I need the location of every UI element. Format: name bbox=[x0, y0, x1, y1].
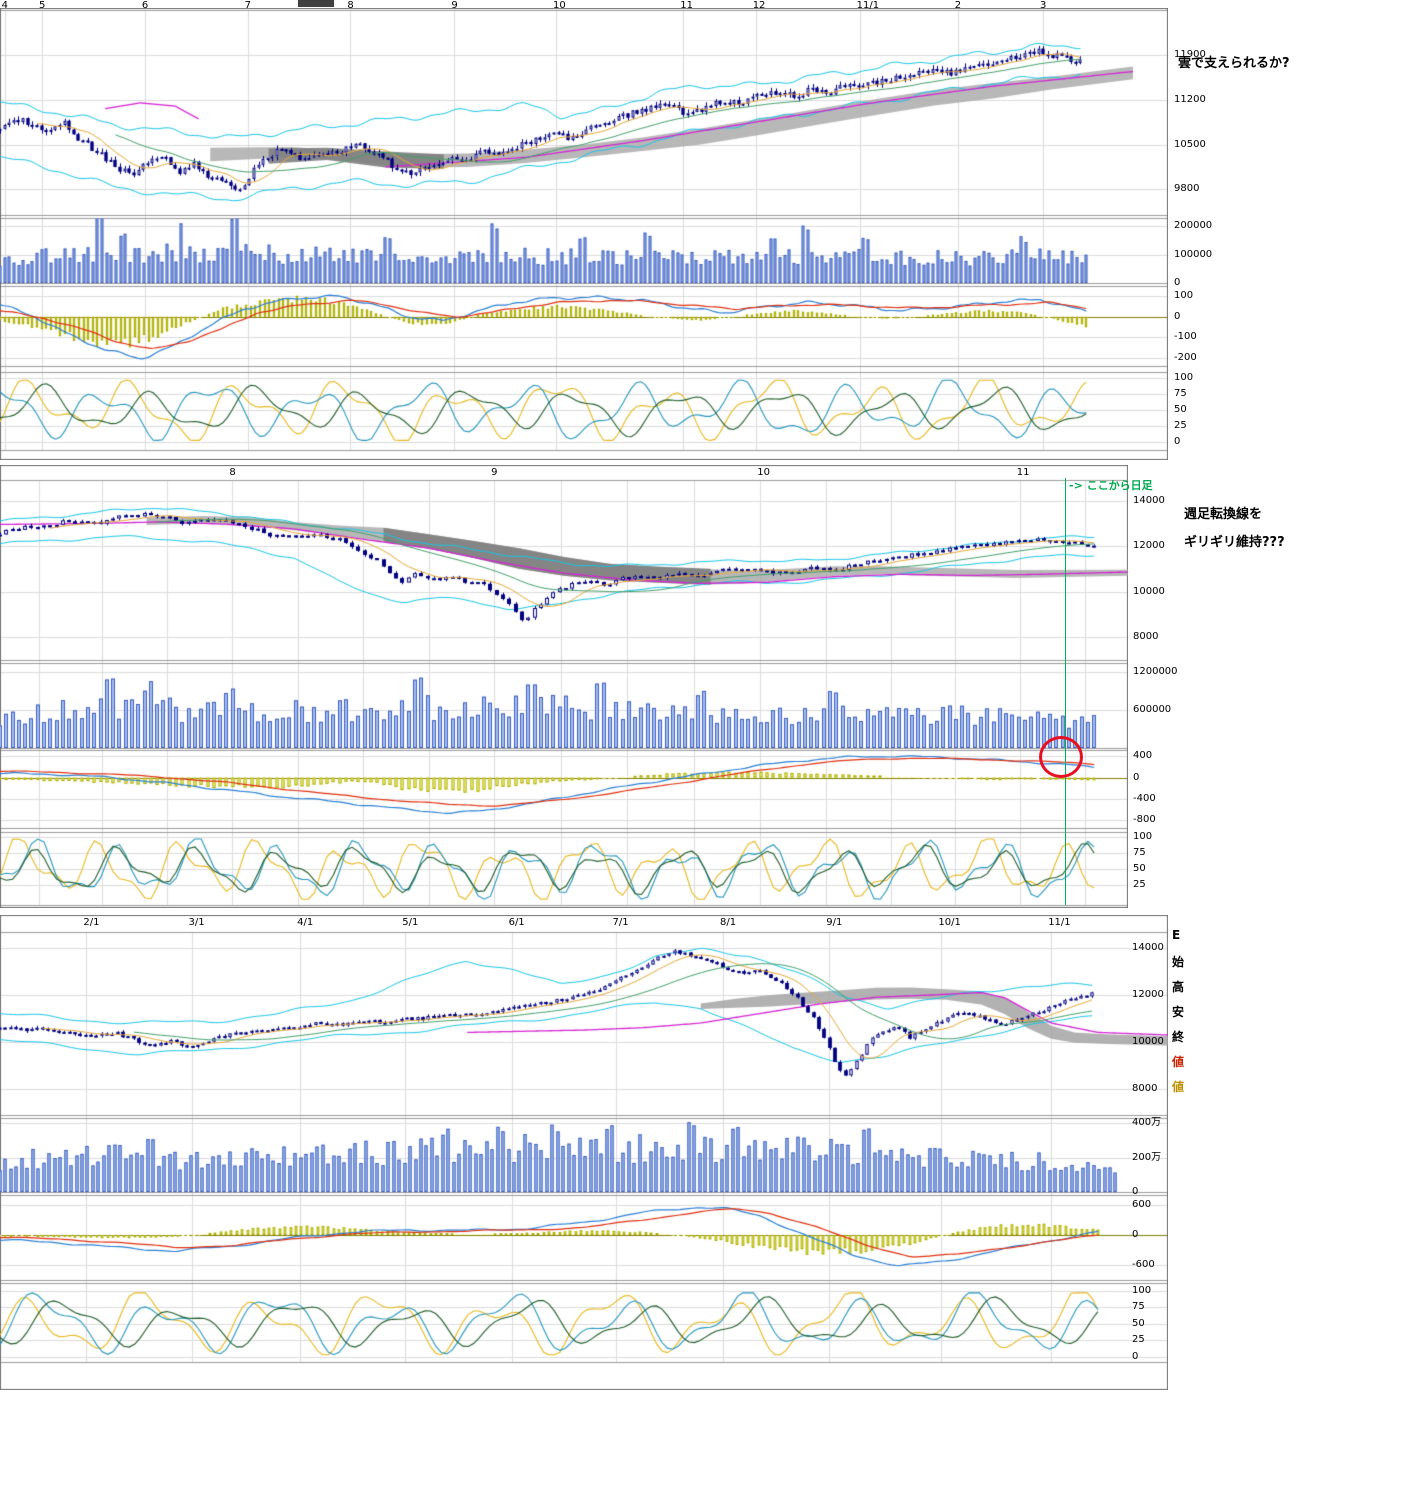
legend-fragment: 始 bbox=[1172, 955, 1185, 969]
x-axis-label: 9 bbox=[491, 467, 498, 478]
chart-canvas-middle-weekly[interactable] bbox=[0, 465, 1128, 908]
x-axis-label: 4 bbox=[1, 0, 9, 11]
y-axis-label-stoch: 25 bbox=[1133, 879, 1146, 891]
x-axis-label: 10/1 bbox=[938, 917, 961, 928]
x-axis-label: 2/1 bbox=[83, 917, 100, 928]
y-axis-label-stoch: 0 bbox=[1132, 1350, 1139, 1362]
x-axis-label: 4/1 bbox=[297, 917, 314, 928]
y-axis-label-price: 12000 bbox=[1133, 540, 1165, 552]
x-axis-label: 6 bbox=[141, 0, 149, 11]
y-axis-label-volume: 0 bbox=[1174, 277, 1181, 288]
y-axis-label-volume: 200万 bbox=[1132, 1151, 1162, 1163]
x-axis-label: 11/1 bbox=[1048, 917, 1071, 928]
window-artifact bbox=[298, 0, 334, 7]
y-axis-label-volume: 1200000 bbox=[1133, 666, 1178, 678]
y-axis-label-price: 12000 bbox=[1132, 989, 1164, 1001]
y-axis-label-macd: -600 bbox=[1132, 1259, 1155, 1270]
x-axis-label: 8/1 bbox=[719, 917, 737, 928]
y-axis-label-stoch: 100 bbox=[1133, 831, 1153, 843]
annotation-cloud-support: 雲で支えられるか? bbox=[1178, 56, 1290, 71]
x-axis-label: 8 bbox=[229, 467, 236, 478]
x-axis-label: 7/1 bbox=[612, 917, 629, 928]
x-axis-label: 11/1 bbox=[856, 0, 880, 11]
y-axis-label-price: 10000 bbox=[1132, 1036, 1164, 1048]
y-axis-label-price: 11200 bbox=[1174, 93, 1206, 105]
chart-block-bottom-daily: 2/1 3/1 4/1 5/1 6/1 7/1 8/1 9/1 10/1 11/1 14000 120… bbox=[0, 915, 1404, 1390]
y-axis-label-price: 11900 bbox=[1174, 48, 1206, 60]
legend-fragment: 値 bbox=[1172, 1055, 1185, 1069]
y-axis-label-stoch: 75 bbox=[1132, 1301, 1145, 1313]
x-axis-label: 11 bbox=[680, 0, 693, 11]
x-axis-label: 6/1 bbox=[508, 917, 525, 928]
x-axis-label: 7 bbox=[244, 0, 251, 11]
annotation-weekly-tenkan-line2: ギリギリ維持??? bbox=[1184, 535, 1285, 550]
x-axis-label: 9 bbox=[451, 0, 458, 11]
y-axis-label-macd: 0 bbox=[1133, 771, 1140, 783]
y-axis-label-volume: 100000 bbox=[1174, 248, 1213, 260]
y-axis-label-stoch: 50 bbox=[1174, 404, 1187, 416]
x-axis-label: 12 bbox=[752, 0, 766, 11]
annotation-weekly-tenkan-line1: 週足転換線を bbox=[1184, 507, 1263, 522]
y-axis-label-stoch: 75 bbox=[1174, 388, 1187, 400]
y-axis-label-macd: 600 bbox=[1132, 1199, 1152, 1210]
y-axis-label-volume: 400万 bbox=[1132, 1117, 1162, 1129]
legend-fragment: 安 bbox=[1172, 1005, 1185, 1019]
y-axis-label-stoch: 75 bbox=[1133, 847, 1146, 859]
y-axis-label-macd: -800 bbox=[1133, 814, 1156, 826]
y-axis-label-stoch: 50 bbox=[1132, 1317, 1145, 1329]
x-axis-label: 8 bbox=[347, 0, 354, 11]
legend-fragment: 高 bbox=[1172, 980, 1185, 994]
y-axis-label-stoch: 50 bbox=[1133, 863, 1146, 875]
x-axis-label: 10 bbox=[757, 467, 770, 478]
chart-block-middle-weekly: 8 9 10 11 14000 12000 10000 8000 1200000 600000 40… bbox=[0, 465, 1404, 908]
y-axis-label-macd: -200 bbox=[1174, 351, 1197, 363]
x-axis-label: 2 bbox=[954, 0, 962, 11]
y-axis-label-price: 14000 bbox=[1132, 942, 1164, 954]
y-axis-label-stoch: 100 bbox=[1174, 372, 1194, 384]
legend-fragment: E bbox=[1172, 928, 1181, 942]
y-axis-label-volume: 0 bbox=[1132, 1186, 1139, 1197]
legend-fragment: 終 bbox=[1172, 1030, 1185, 1044]
y-axis-label-volume: 200000 bbox=[1174, 220, 1213, 232]
y-axis-label-macd: 100 bbox=[1174, 290, 1194, 302]
y-axis-label-stoch: 0 bbox=[1174, 436, 1181, 448]
y-axis-label-macd: 0 bbox=[1174, 310, 1181, 322]
y-axis-label-stoch: 25 bbox=[1132, 1334, 1145, 1346]
x-axis-label: 3 bbox=[1040, 0, 1047, 11]
y-axis-label-price: 8000 bbox=[1132, 1083, 1158, 1095]
y-axis-label-macd: -400 bbox=[1133, 792, 1156, 804]
y-axis-label-price: 14000 bbox=[1133, 494, 1165, 506]
x-axis-label: 10 bbox=[552, 0, 566, 11]
x-axis-label: 3/1 bbox=[188, 917, 205, 928]
daily-start-marker-line bbox=[1065, 478, 1066, 905]
y-axis-label-price: 10000 bbox=[1133, 585, 1165, 597]
y-axis-label-volume: 600000 bbox=[1133, 704, 1172, 716]
x-axis-label: 5 bbox=[39, 0, 46, 11]
chart-canvas-top-daily-year[interactable] bbox=[0, 8, 1168, 460]
y-axis-label-price: 8000 bbox=[1133, 631, 1159, 643]
y-axis-label-stoch: 25 bbox=[1174, 420, 1187, 432]
chart-canvas-bottom-daily[interactable] bbox=[0, 915, 1168, 1390]
y-axis-label-macd: -100 bbox=[1174, 331, 1197, 343]
macd-highlight-circle-annotation bbox=[1039, 736, 1083, 778]
x-axis-label: 5/1 bbox=[402, 917, 419, 928]
y-axis-label-stoch: 100 bbox=[1132, 1284, 1152, 1296]
x-axis-label: 11 bbox=[1016, 467, 1030, 478]
y-axis-label-price: 9800 bbox=[1174, 183, 1200, 195]
y-axis-label-price: 10500 bbox=[1174, 138, 1206, 150]
chart-block-top-daily-year: 4 5 6 7 8 9 10 11 12 11/1 2 3 11900 11200 10500 9800 200… bbox=[0, 0, 1404, 460]
daily-start-marker-label: -> ここから日足 bbox=[1069, 479, 1153, 492]
y-axis-label-macd: 0 bbox=[1132, 1229, 1139, 1240]
x-axis-label: 9/1 bbox=[826, 917, 843, 928]
y-axis-label-macd: 400 bbox=[1133, 750, 1153, 762]
legend-fragment: 値 bbox=[1172, 1080, 1185, 1094]
